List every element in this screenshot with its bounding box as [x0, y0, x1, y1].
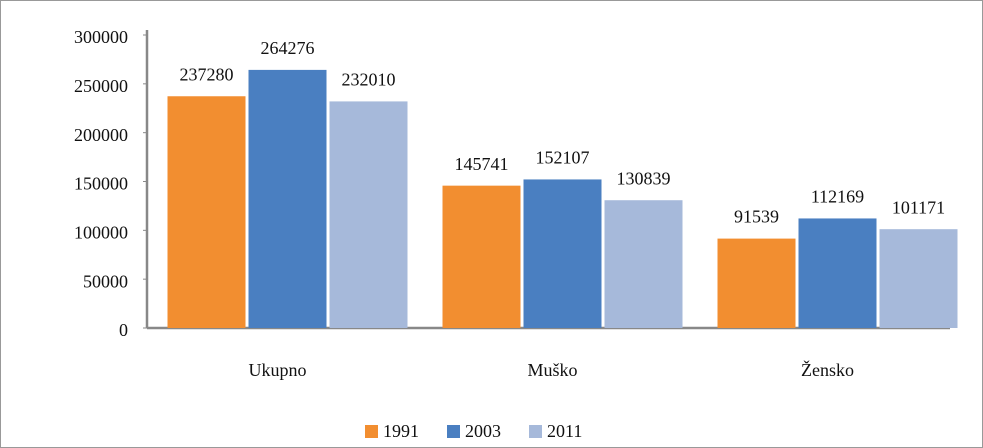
bar: [717, 238, 796, 328]
legend-label: 1991: [383, 421, 419, 441]
x-tick-label: Žensko: [801, 359, 854, 380]
bar: [604, 200, 683, 328]
bar: [798, 218, 877, 328]
data-label: 130839: [617, 168, 671, 188]
y-tick-label: 50000: [83, 271, 128, 291]
legend-swatch: [365, 425, 378, 438]
data-label: 237280: [180, 64, 234, 84]
data-label: 91539: [734, 207, 779, 227]
bar: [879, 229, 958, 328]
legend-label: 2011: [547, 421, 582, 441]
bar: [442, 185, 521, 328]
data-label: 101171: [892, 197, 945, 217]
y-tick-label: 150000: [74, 174, 128, 194]
data-label: 232010: [342, 70, 396, 90]
bar: [248, 69, 327, 328]
y-tick-label: 0: [119, 320, 128, 340]
bar: [167, 96, 246, 328]
legend-label: 2003: [465, 421, 501, 441]
data-label: 152107: [536, 148, 590, 168]
data-label: 264276: [261, 38, 315, 58]
x-tick-label: Ukupno: [249, 360, 307, 380]
legend-swatch: [447, 425, 460, 438]
y-tick-label: 200000: [74, 125, 128, 145]
y-tick-label: 250000: [74, 76, 128, 96]
bar: [523, 179, 602, 328]
y-tick-label: 300000: [74, 27, 128, 47]
x-tick-label: Muško: [527, 360, 577, 380]
legend-swatch: [529, 425, 542, 438]
y-tick-label: 100000: [74, 222, 128, 242]
data-label: 112169: [811, 187, 864, 207]
data-label: 145741: [455, 154, 509, 174]
bar: [329, 101, 408, 328]
